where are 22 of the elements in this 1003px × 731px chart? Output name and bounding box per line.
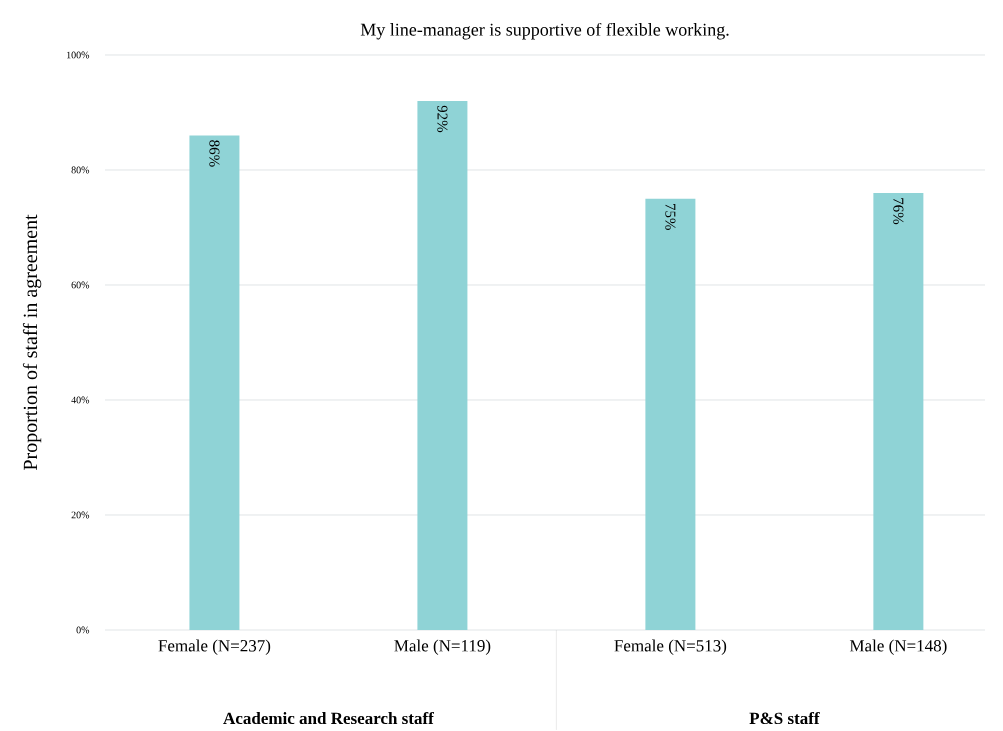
x-tick-label: Female (N=513) bbox=[614, 639, 727, 655]
y-tick-label: 80% bbox=[71, 166, 90, 174]
y-tick-label: 100% bbox=[67, 51, 90, 59]
data-label: 92% bbox=[437, 105, 448, 133]
bar bbox=[873, 192, 924, 630]
x-tick-label: Male (N=119) bbox=[394, 639, 491, 655]
data-label: 86% bbox=[209, 140, 220, 167]
bar bbox=[417, 100, 468, 630]
x-tick-label: Female (N=237) bbox=[158, 639, 271, 655]
chart-title: My line-manager is supportive of flexible working. bbox=[360, 22, 729, 40]
bar bbox=[645, 198, 696, 630]
y-tick-label: 60% bbox=[71, 281, 90, 289]
y-tick-label: 0% bbox=[76, 626, 90, 634]
data-label: 75% bbox=[665, 203, 676, 230]
y-axis-title: Proportion of staff in agreement bbox=[22, 214, 42, 471]
bar bbox=[189, 135, 240, 630]
data-label: 76% bbox=[893, 198, 904, 225]
text: Academic and Research staff bbox=[223, 711, 434, 725]
y-tick-label: 20% bbox=[71, 511, 90, 519]
y-tick-label: 40% bbox=[71, 396, 90, 404]
x-tick-label: Male (N=148) bbox=[849, 639, 947, 655]
text: P&S staff bbox=[749, 711, 820, 725]
